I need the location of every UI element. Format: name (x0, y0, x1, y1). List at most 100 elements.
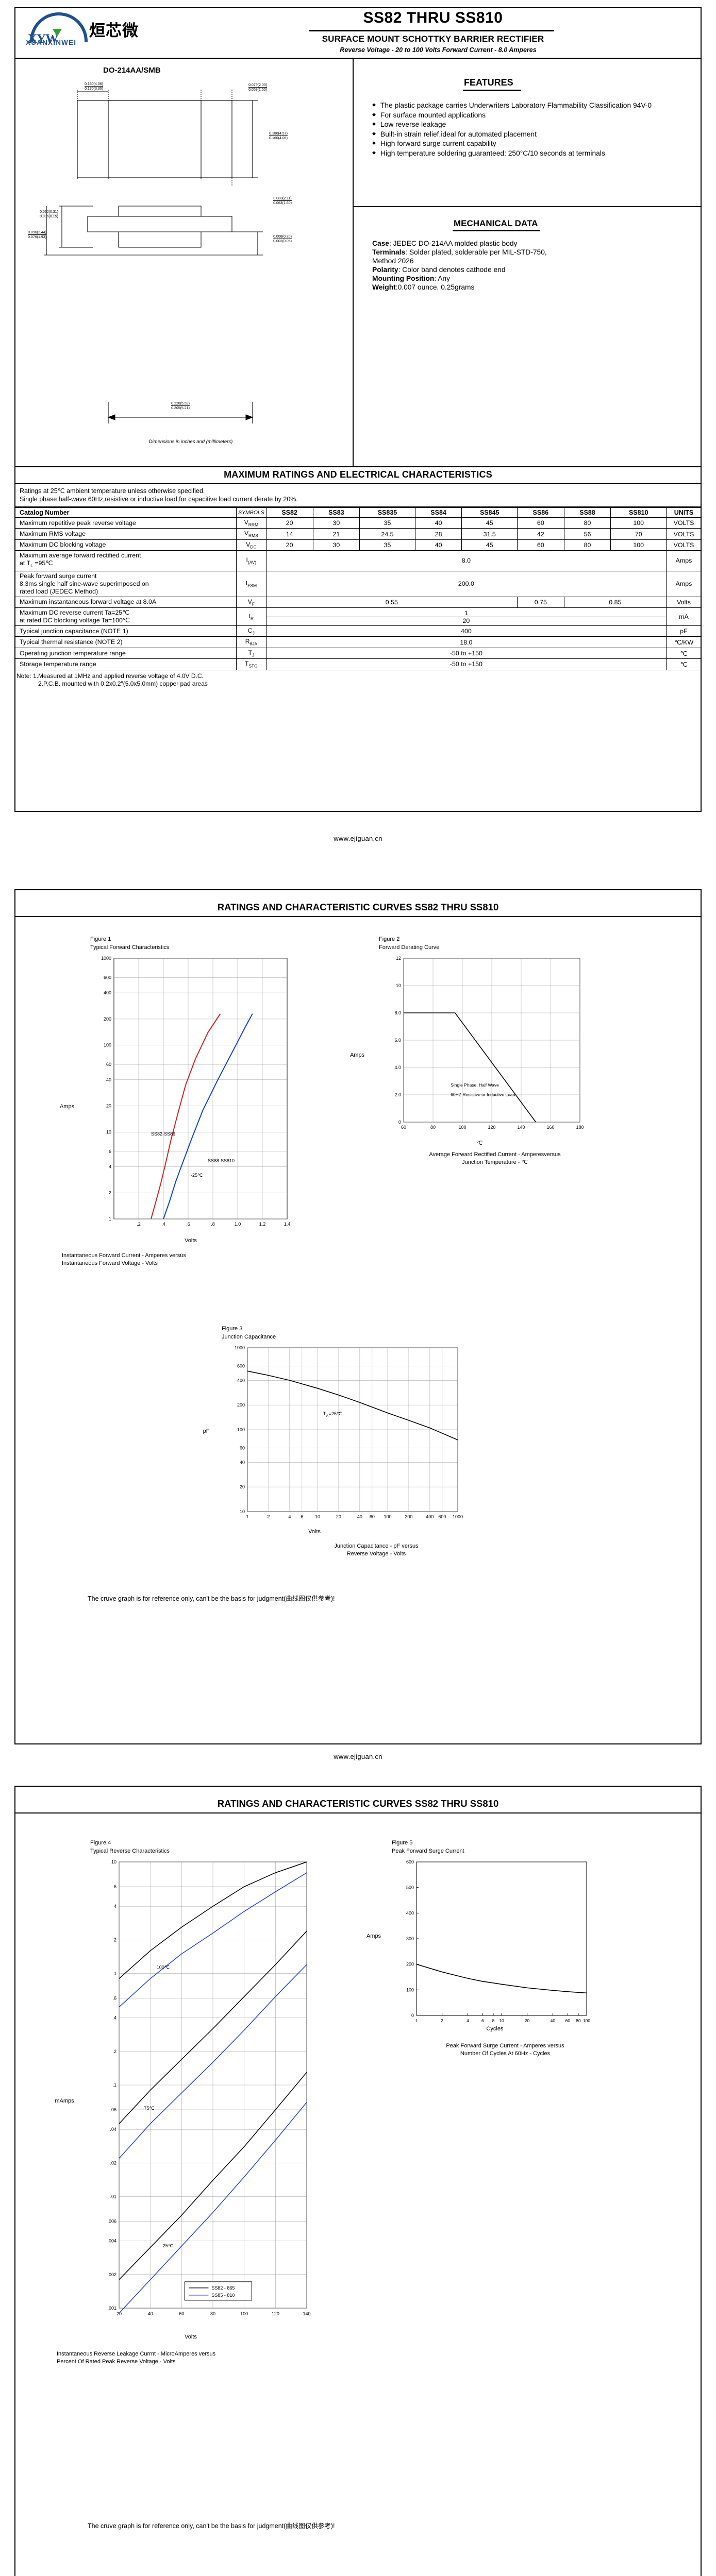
mechanical-value: Method 2026 (372, 257, 414, 265)
row-value-span: 18.0 (265, 636, 667, 648)
svg-text:400: 400 (104, 990, 111, 995)
svg-text:140: 140 (303, 2311, 310, 2316)
website-footer[interactable]: www.ejiguan.cn (334, 835, 382, 842)
row-symbol: VF (236, 596, 267, 608)
figure4-title: Typical Reverse Characteristics (90, 1848, 170, 1854)
package-drawing: 0.160(4.06) 0.130(3.30) 0.079(2.00) 0.05… (28, 77, 340, 459)
curves-heading-p3: RATINGS AND CHARACTERISTIC CURVES SS82 T… (217, 1798, 499, 1809)
svg-text:100℃: 100℃ (157, 1965, 170, 1970)
mechanical-value: JEDEC DO-214AA molded plastic body (393, 240, 518, 247)
figure4-caption: Instantaneous Reverse Leakage Currnt - M… (57, 2350, 345, 2366)
svg-text:100: 100 (583, 2018, 590, 2023)
table-header-row: Catalog Number SYMBOLS SS82 SS83 SS835 S… (14, 507, 702, 518)
svg-text:400: 400 (237, 1378, 245, 1383)
page-title: SS82 THRU SS810 (363, 9, 503, 26)
figure3-xaxis-label: Volts (308, 1529, 321, 1535)
figure2-svg: 0 2.0 4.0 6.0 8.0 10 12 60 80 100 120 140 160 180 Sing… (394, 956, 584, 1130)
mechanical-item: Method 2026 (372, 257, 702, 265)
svg-text:1: 1 (246, 1514, 248, 1519)
mechanical-item: Terminals: Solder plated, solderable per… (372, 248, 702, 257)
dim-lead-thickness: 0.012(0.31) 0.006(0.15) (40, 210, 58, 218)
row-value: 42 (517, 528, 564, 540)
mechanical-sep: : (405, 248, 409, 256)
svg-text:1: 1 (415, 2018, 418, 2023)
svg-text:60: 60 (106, 1062, 111, 1067)
svg-text:160: 160 (546, 1125, 554, 1130)
svg-text:SS85 - 810: SS85 - 810 (211, 2293, 235, 2298)
row-symbol: VRRM (236, 517, 267, 529)
svg-text:60: 60 (370, 1514, 375, 1519)
row-description: Maximum instantaneous forward voltage at… (14, 596, 237, 608)
curves-disclaimer-p3: The cruve graph is for reference only, c… (88, 2522, 335, 2530)
svg-text:6: 6 (109, 1149, 111, 1154)
svg-text:.4: .4 (161, 1222, 165, 1227)
svg-text:20: 20 (106, 1104, 111, 1109)
svg-text:200: 200 (104, 1016, 111, 1022)
row-value: 60 (517, 539, 564, 551)
figure4-yaxis-label: mAmps (55, 2098, 74, 2104)
figure1-caption-l1: Instantaneous Forward Current - Amperes … (62, 1252, 186, 1259)
svg-text:400: 400 (426, 1514, 434, 1519)
curves-heading-rule-p2 (14, 916, 702, 917)
svg-text:=25℃: =25℃ (329, 1411, 342, 1416)
website-footer-p2[interactable]: www.ejiguan.cn (334, 1753, 382, 1760)
row-value: 45 (461, 517, 518, 529)
features-underline (463, 90, 521, 91)
svg-text:1: 1 (114, 1971, 116, 1976)
figure1-caption-l2: Instantaneous Forward Voltage - Volts (62, 1260, 158, 1266)
figure4-xaxis-label: Volts (185, 2334, 197, 2340)
row-value: 30 (312, 539, 360, 551)
page1-border (14, 7, 702, 812)
row-description: Maximum repetitive peak reverse voltage (14, 517, 237, 529)
svg-text:.06: .06 (110, 2107, 116, 2112)
curves-heading-rule-p3 (14, 1812, 702, 1814)
svg-text:100: 100 (406, 1987, 414, 1992)
row-description: Operating junction temperature range (14, 647, 237, 659)
row-value: 30 (312, 517, 360, 529)
table-row: Typical thermal resistance (NOTE 2) RθJA 1… (14, 636, 702, 648)
row-value-span: -50 to +150 (265, 647, 667, 659)
page3-border (14, 1786, 702, 2576)
mechanical-list: Case: JEDEC DO-214AA molded plastic body… (372, 239, 702, 292)
svg-text:.002: .002 (107, 2272, 116, 2277)
svg-text:4: 4 (467, 2018, 469, 2023)
package-outline-svg (44, 90, 263, 423)
svg-text:1.2: 1.2 (259, 1222, 266, 1227)
row-value: 40 (414, 539, 462, 551)
figure4-caption-l1: Instantaneous Reverse Leakage Currnt - M… (57, 2351, 216, 2357)
svg-text:40: 40 (106, 1077, 111, 1082)
features-heading: FEATURES (464, 77, 513, 88)
mechanical-sep: : (398, 266, 403, 274)
row-value: 70 (610, 528, 667, 540)
row-symbol: VRMS (236, 528, 267, 540)
figure3-title: Junction Capacitance (222, 1334, 276, 1340)
figure3-caption-l2: Reverse Voltage - Volts (346, 1551, 406, 1557)
dim-top-right: 0.079(2.00) 0.059(1.50) (248, 83, 267, 92)
svg-text:1000: 1000 (235, 1345, 245, 1350)
svg-text:-25℃: -25℃ (191, 1173, 203, 1178)
figure1-svg: 1 2 4 6 10 20 40 60 100 200 400 600 1000 .2 .4 .6 .8 1.0 1… (101, 956, 290, 1227)
svg-text:0: 0 (398, 1120, 401, 1125)
svg-text:20: 20 (240, 1484, 245, 1489)
svg-text:6: 6 (301, 1514, 303, 1519)
svg-text:180: 180 (576, 1125, 584, 1130)
ratings-section: MAXIMUM RATINGS AND ELECTRICAL CHARACTER… (14, 466, 702, 688)
table-row: Maximum DC blocking voltage VDC 20 30 35 40 45… (14, 539, 702, 551)
table-row: Maximum DC reverse current Ta=25℃ at rate… (14, 607, 702, 626)
row-value: 60 (517, 517, 564, 529)
svg-text:8: 8 (492, 2018, 495, 2023)
svg-text:500: 500 (406, 1885, 414, 1890)
features-ul: The plastic package carries Underwriters… (372, 100, 702, 158)
table-row: Maximum instantaneous forward voltage at… (14, 596, 702, 608)
svg-text:75℃: 75℃ (144, 2106, 155, 2111)
mechanical-value: Solder plated, solderable per MIL-STD-75… (409, 248, 547, 256)
svg-text:25℃: 25℃ (163, 2243, 173, 2248)
svg-text:120: 120 (488, 1125, 495, 1130)
svg-text:6: 6 (114, 1884, 116, 1889)
spec-summary-line: Reverse Voltage - 20 to 100 Volts Forwar… (340, 46, 537, 54)
row-symbol: IR (236, 607, 267, 626)
figure5-title: Peak Forward Surge Current (392, 1848, 464, 1854)
svg-text:.2: .2 (137, 1222, 141, 1227)
figure2-title: Forward Derating Curve (379, 944, 440, 951)
